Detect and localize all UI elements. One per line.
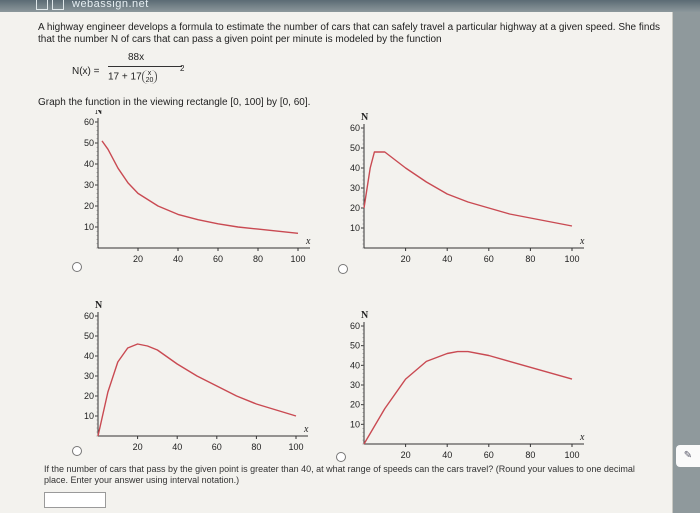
option-2-radio[interactable] (338, 264, 348, 274)
y-tick-label-60: 60 (84, 117, 94, 127)
y-axis-label: N (95, 110, 103, 117)
graph-instruction: Graph the function in the viewing rectan… (38, 97, 311, 108)
formula-numerator: 88x (128, 52, 145, 63)
graph-option-4-svg: Nx 10 20 30 40 50 60 20 40 60 80 100 (350, 310, 585, 460)
home-icon[interactable] (36, 0, 48, 10)
question-page (0, 12, 673, 513)
x-tick-label-80: 80 (525, 254, 535, 264)
y-tick-label-50: 50 (350, 143, 360, 153)
x-tick-label-60: 60 (213, 254, 223, 264)
x-axis-label: x (579, 432, 585, 443)
y-tick-label-30: 30 (350, 380, 360, 390)
problem-statement: A highway engineer develops a formula to… (38, 22, 661, 45)
x-tick-label-100: 100 (564, 254, 579, 264)
denominator-prefix: 17 + 17 (108, 71, 142, 83)
y-axis-label: N (361, 112, 369, 123)
answer-input[interactable] (44, 492, 106, 508)
x-tick-label-60: 60 (484, 450, 494, 460)
x-axis-label: x (303, 424, 309, 435)
y-tick-label-20: 20 (84, 201, 94, 211)
graph-option-2-svg: Nx 10 20 30 40 50 60 20 40 60 80 100 (350, 112, 585, 264)
function-formula: N(x) = 88x 17 + 17 x 20 2 (72, 52, 202, 92)
x-tick-label-80: 80 (251, 442, 261, 452)
option-1-radio[interactable] (72, 262, 82, 272)
y-tick-label-20: 20 (350, 203, 360, 213)
y-tick-label-10: 10 (350, 419, 360, 429)
fraction-bar (108, 66, 182, 67)
x-tick-label-100: 100 (288, 442, 303, 452)
option-3-radio[interactable] (72, 446, 82, 456)
x-axis-label: x (579, 236, 585, 247)
inner-fraction: x 20 (141, 70, 158, 84)
x-tick-label-20: 20 (401, 254, 411, 264)
y-tick-label-50: 50 (84, 138, 94, 148)
x-tick-label-60: 60 (212, 442, 222, 452)
browser-top-bar: webassign.net (0, 0, 700, 12)
y-tick-label-10: 10 (350, 223, 360, 233)
y-tick-label-50: 50 (84, 331, 94, 341)
y-tick-label-40: 40 (84, 159, 94, 169)
x-axis-label: x (305, 236, 311, 247)
y-axis-label: N (95, 300, 103, 311)
graph-option-1-svg: Nx 10 20 30 40 50 60 20 40 60 80 100 (84, 110, 311, 264)
y-tick-label-60: 60 (84, 311, 94, 321)
y-axis-label: N (361, 310, 369, 321)
follow-up-question: If the number of cars that pass by the g… (44, 464, 635, 485)
y-tick-label-10: 10 (84, 222, 94, 232)
x-tick-label-40: 40 (442, 450, 452, 460)
y-tick-label-20: 20 (84, 391, 94, 401)
inner-den: 20 (145, 77, 154, 84)
y-tick-label-60: 60 (350, 321, 360, 331)
x-tick-label-60: 60 (484, 254, 494, 264)
x-tick-label-20: 20 (133, 254, 143, 264)
right-gutter (673, 12, 700, 513)
x-tick-label-20: 20 (133, 442, 143, 452)
y-tick-label-30: 30 (350, 183, 360, 193)
formula-lhs: N(x) = (72, 66, 100, 77)
x-tick-label-100: 100 (290, 254, 305, 264)
x-tick-label-100: 100 (564, 450, 579, 460)
x-tick-label-80: 80 (525, 450, 535, 460)
function-curve (363, 151, 573, 227)
formula-exponent: 2 (180, 64, 185, 73)
site-brand: webassign.net (72, 0, 149, 10)
y-tick-label-30: 30 (84, 180, 94, 190)
y-tick-label-40: 40 (350, 360, 360, 370)
y-tick-label-10: 10 (84, 411, 94, 421)
formula-denominator: 17 + 17 x 20 (108, 70, 158, 84)
y-tick-label-40: 40 (350, 163, 360, 173)
y-tick-label-40: 40 (84, 351, 94, 361)
y-tick-label-50: 50 (350, 341, 360, 351)
chat-icon[interactable]: ✎ (676, 445, 700, 467)
function-curve (101, 140, 299, 234)
tab-icon[interactable] (52, 0, 64, 10)
y-tick-label-20: 20 (350, 400, 360, 410)
option-4-radio[interactable] (336, 452, 346, 462)
x-tick-label-40: 40 (173, 254, 183, 264)
x-tick-label-80: 80 (253, 254, 263, 264)
inner-num: x (147, 70, 152, 77)
function-curve (97, 343, 297, 437)
function-curve (363, 350, 573, 445)
x-tick-label-40: 40 (172, 442, 182, 452)
x-tick-label-40: 40 (442, 254, 452, 264)
y-tick-label-30: 30 (84, 371, 94, 381)
x-tick-label-20: 20 (401, 450, 411, 460)
y-tick-label-60: 60 (350, 123, 360, 133)
graph-option-3-svg: Nx 10 20 30 40 50 60 20 40 60 80 100 (84, 300, 309, 452)
